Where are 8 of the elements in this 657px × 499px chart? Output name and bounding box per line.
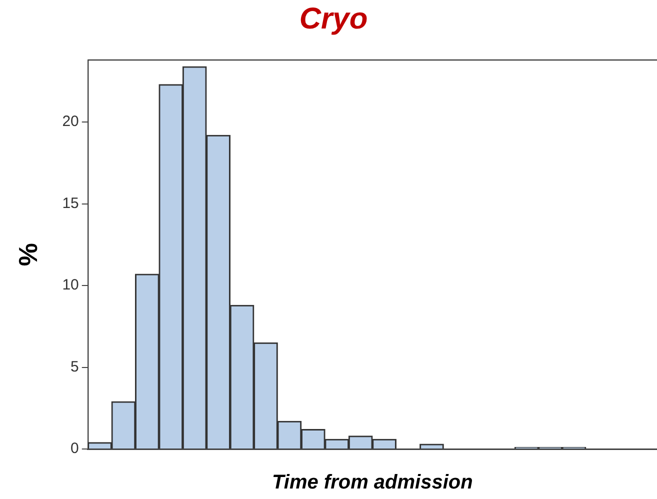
y-tick-label: 5 (70, 358, 79, 376)
chart-title: Cryo (299, 2, 368, 36)
y-tick-label: 0 (70, 440, 79, 458)
y-tick-label: 10 (62, 276, 79, 294)
y-tick-label: 15 (62, 194, 79, 212)
x-axis-title: Time from admission (272, 472, 473, 494)
y-tick-label: 20 (62, 113, 79, 130)
y-axis-title: % (12, 242, 43, 266)
